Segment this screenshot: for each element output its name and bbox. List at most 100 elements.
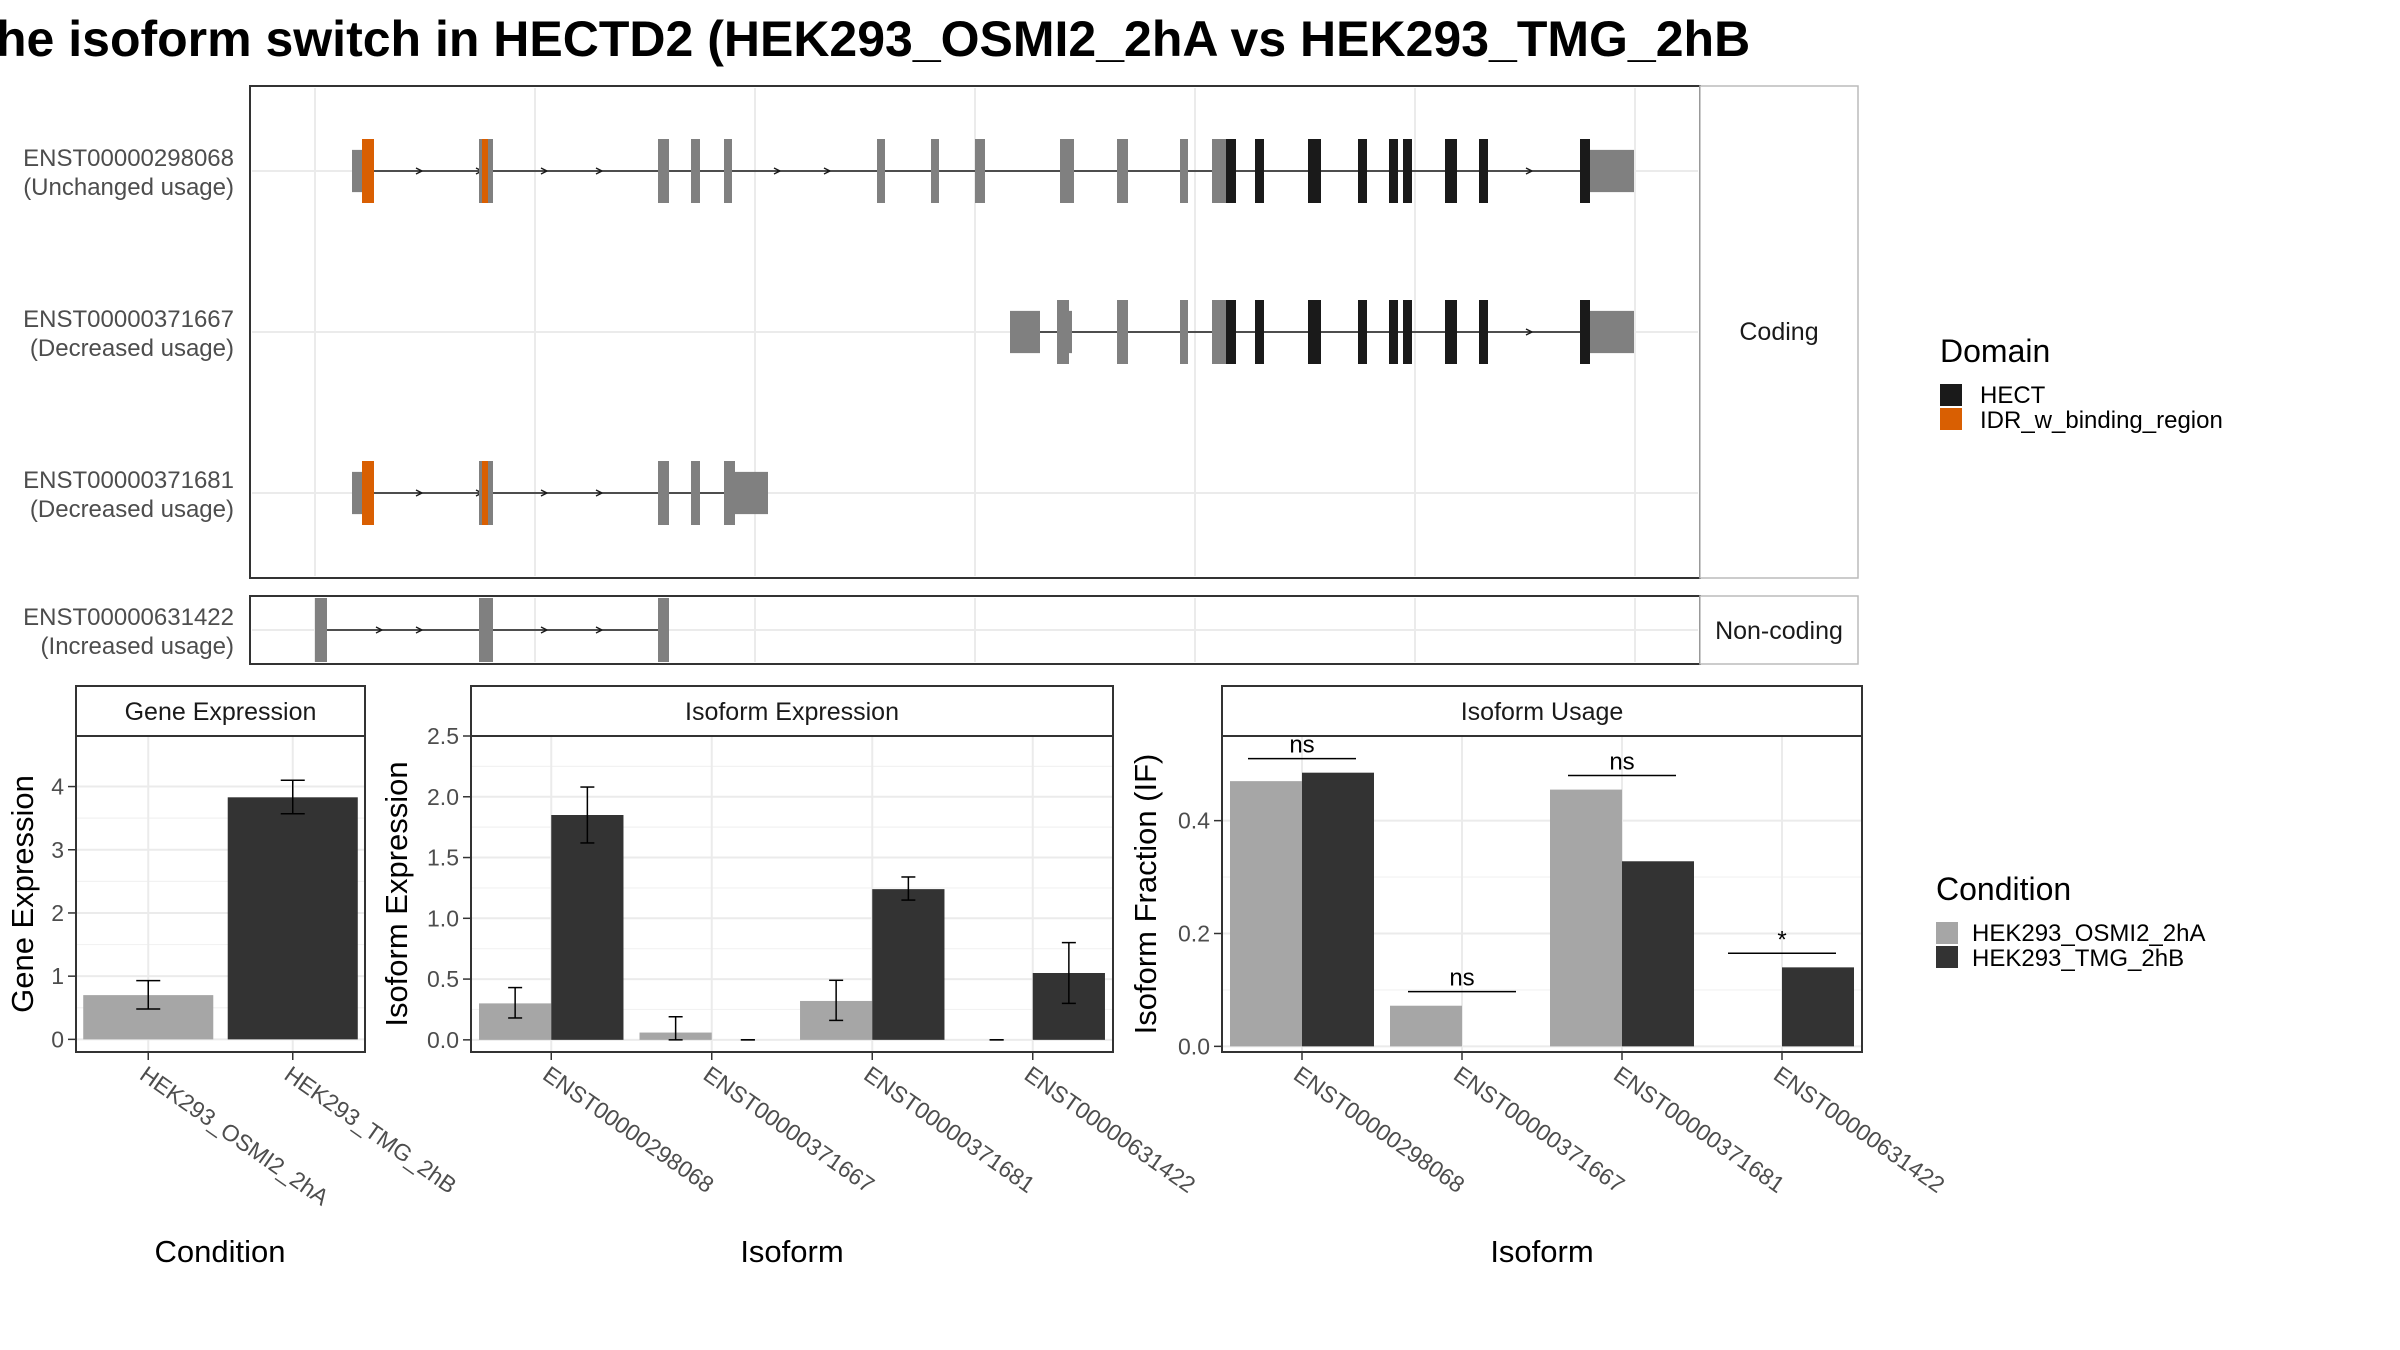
transcript-usage: (Decreased usage) <box>30 335 234 362</box>
bar <box>1550 789 1622 1047</box>
legend-key <box>1940 408 1962 430</box>
exon <box>975 139 985 203</box>
x-axis-title: Isoform <box>740 1234 843 1269</box>
coding-strip-label: Coding <box>1739 318 1818 346</box>
hect-domain <box>1403 139 1412 203</box>
exon <box>352 471 362 515</box>
hect-domain <box>1479 139 1488 203</box>
exon <box>931 139 939 203</box>
exon <box>1180 139 1188 203</box>
figure-title: he isoform switch in HECTD2 (HEK293_OSMI… <box>0 11 1750 67</box>
significance-annotation: ns <box>1568 749 1676 777</box>
exon <box>691 461 700 525</box>
exon <box>1212 139 1226 203</box>
exon <box>315 598 327 662</box>
exon <box>1060 139 1074 203</box>
y-tick-label: 0 <box>51 1026 64 1052</box>
x-tick-label: ENST00000371667 <box>699 1061 879 1198</box>
exon <box>658 139 669 203</box>
error-bar <box>1061 941 1076 1005</box>
legend-title: Domain <box>1940 333 2050 369</box>
x-tick-label: ENST00000631422 <box>1769 1061 1949 1198</box>
panel-strip <box>1221 685 1863 737</box>
exon <box>1590 149 1634 193</box>
exon <box>658 461 669 525</box>
legend-key <box>1936 946 1958 968</box>
exon <box>1117 139 1128 203</box>
bar <box>551 815 624 1040</box>
bar <box>872 889 945 1040</box>
y-tick-label: 0.4 <box>1178 808 1210 834</box>
exon <box>1212 300 1226 364</box>
bar <box>1302 772 1374 1047</box>
transcript-label: ENST00000631422 (Increased usage) <box>23 604 234 660</box>
legend-label: HEK293_OSMI2_2hA <box>1972 920 2205 947</box>
hect-domain <box>1479 300 1488 364</box>
x-tick-label: ENST00000298068 <box>538 1061 718 1198</box>
transcript-id: ENST00000371667 <box>23 306 234 333</box>
x-axis-title: Condition <box>155 1234 286 1269</box>
hect-domain <box>1389 300 1398 364</box>
strand-arrow <box>595 489 604 497</box>
exon <box>724 461 735 525</box>
hect-domain <box>1445 139 1457 203</box>
transcript-model <box>352 139 1634 203</box>
transcript-id: ENST00000371681 <box>23 467 234 494</box>
exon <box>691 139 700 203</box>
error-bar <box>901 876 916 901</box>
x-tick-label: ENST00000298068 <box>1289 1061 1469 1198</box>
legend-label: HECT <box>1980 382 2046 409</box>
y-tick-label: 0.2 <box>1178 921 1210 947</box>
isoform-expression-chart: Isoform Expression 0.0 0.5 1.0 1.5 2.0 2.5 ENST… <box>379 685 1200 1269</box>
exon <box>1590 310 1634 354</box>
hect-domain <box>1580 300 1590 364</box>
hect-domain <box>1445 300 1457 364</box>
idr-domain <box>362 139 374 203</box>
error-bar <box>829 979 844 1022</box>
transcript-usage: (Unchanged usage) <box>23 174 234 201</box>
hect-domain <box>1226 139 1236 203</box>
strand-arrow <box>595 167 604 175</box>
x-tick-label: ENST00000371681 <box>1609 1061 1789 1198</box>
noncoding-strip-label: Non-coding <box>1715 617 1843 645</box>
y-tick-label: 1 <box>51 963 64 989</box>
hect-domain <box>1389 139 1398 203</box>
panel-strip <box>470 685 1114 737</box>
strand-arrow <box>415 489 424 497</box>
hect-domain <box>1403 300 1412 364</box>
hect-domain <box>1358 139 1367 203</box>
noncoding-strip <box>1699 595 1859 665</box>
strand-arrow <box>773 167 782 175</box>
gene-expression-chart: Gene Expression01234HEK293_OSMI2_2hAHEK2… <box>5 685 461 1269</box>
condition-legend: Condition HEK293_OSMI2_2hA HEK293_TMG_2h… <box>1936 871 2205 972</box>
exon <box>724 139 732 203</box>
transcript-label: ENST00000371681 (Decreased usage) <box>23 467 234 523</box>
y-tick-label: 0.0 <box>1178 1033 1210 1059</box>
significance-label: * <box>1777 926 1786 953</box>
y-tick-label: 0.5 <box>427 966 459 992</box>
idr-domain <box>362 461 374 525</box>
x-tick-label: ENST00000631422 <box>1020 1061 1200 1198</box>
panel-title: Gene Expression <box>125 698 317 726</box>
panel-border <box>75 735 366 1053</box>
exon <box>1180 300 1188 364</box>
exon <box>1117 300 1128 364</box>
strand-arrow <box>1525 167 1534 175</box>
exon <box>1063 310 1072 354</box>
transcript-label: ENST00000298068 (Unchanged usage) <box>23 145 234 201</box>
hect-domain <box>1255 139 1264 203</box>
legend-label: HEK293_TMG_2hB <box>1972 945 2184 972</box>
transcript-model <box>352 461 768 525</box>
transcript-model <box>1010 300 1634 364</box>
strand-arrow <box>595 626 604 634</box>
y-axis-title: Isoform Expression <box>379 761 414 1026</box>
panel-border <box>1221 735 1863 1053</box>
idr-domain <box>482 461 488 525</box>
y-tick-label: 2.0 <box>427 784 459 810</box>
significance-label: ns <box>1449 965 1474 992</box>
legend-title: Condition <box>1936 871 2071 907</box>
exon <box>877 139 885 203</box>
error-bar <box>668 1016 683 1041</box>
transcript-id: ENST00000631422 <box>23 604 234 631</box>
